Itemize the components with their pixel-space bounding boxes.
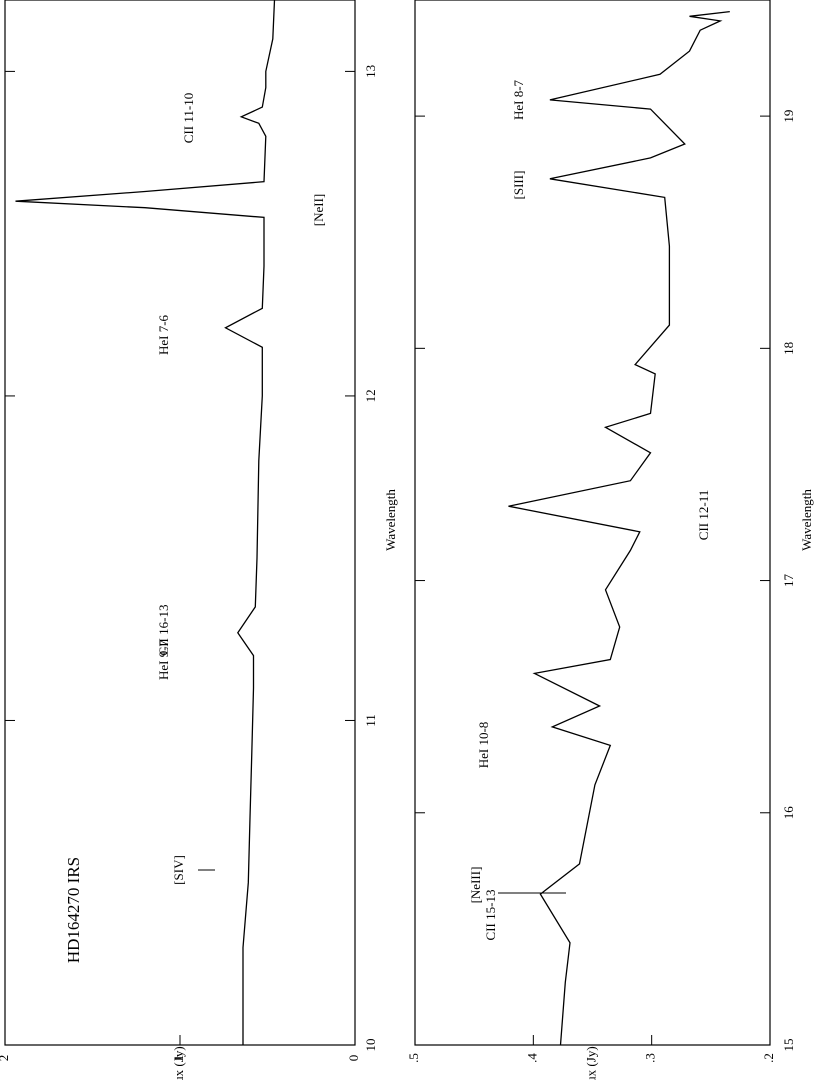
spectrum-line bbox=[508, 10, 730, 1046]
x-tick-label: 18 bbox=[781, 342, 796, 355]
annotation: CII 15-13 bbox=[483, 890, 498, 941]
annotation: [NeII] bbox=[311, 194, 326, 226]
y-tick-label: .4 bbox=[524, 1053, 539, 1063]
annotation: HD164270 IRS bbox=[64, 857, 83, 963]
y-tick-label: .2 bbox=[761, 1053, 776, 1063]
plot-frame bbox=[4, 0, 356, 1046]
plot-frame bbox=[414, 0, 771, 1046]
x-tick-label: 10 bbox=[363, 1039, 378, 1052]
annotation: [SIII] bbox=[511, 171, 526, 200]
x-tick-label: 19 bbox=[781, 110, 796, 123]
x-tick-label: 12 bbox=[363, 389, 378, 402]
annotation: CII 11-10 bbox=[181, 93, 196, 143]
x-tick-label: 16 bbox=[781, 806, 796, 820]
annotation: HeI 10-8 bbox=[476, 722, 491, 769]
x-tick-label: 15 bbox=[781, 1039, 796, 1052]
y-tick-label: 1 bbox=[171, 1055, 186, 1062]
annotation: [NeIII] bbox=[468, 867, 483, 904]
y-axis-title: Flux (Jy) bbox=[583, 1046, 598, 1080]
y-tick-label: 2 bbox=[0, 1055, 11, 1062]
x-tick-label: 13 bbox=[363, 65, 378, 78]
y-tick-label: .3 bbox=[643, 1053, 658, 1063]
y-axis-title: Flux (Jy) bbox=[171, 1046, 186, 1080]
x-axis-title: Wavelength bbox=[383, 489, 398, 551]
x-axis-title: Wavelength bbox=[799, 489, 814, 551]
annotation: CII 16-13 bbox=[156, 605, 171, 656]
annotation: HeI 9-7 bbox=[156, 639, 171, 680]
annotation: HeI 8-7 bbox=[511, 79, 526, 120]
y-tick-label: 0 bbox=[346, 1055, 361, 1062]
annotation: HeI 7-6 bbox=[156, 314, 171, 355]
x-tick-label: 11 bbox=[363, 714, 378, 727]
annotation: CII 12-11 bbox=[696, 490, 711, 540]
y-tick-label: .5 bbox=[406, 1053, 421, 1063]
spectrum-line bbox=[15, 0, 276, 1045]
annotation: [SIV] bbox=[171, 855, 186, 885]
x-tick-label: 17 bbox=[781, 574, 796, 588]
